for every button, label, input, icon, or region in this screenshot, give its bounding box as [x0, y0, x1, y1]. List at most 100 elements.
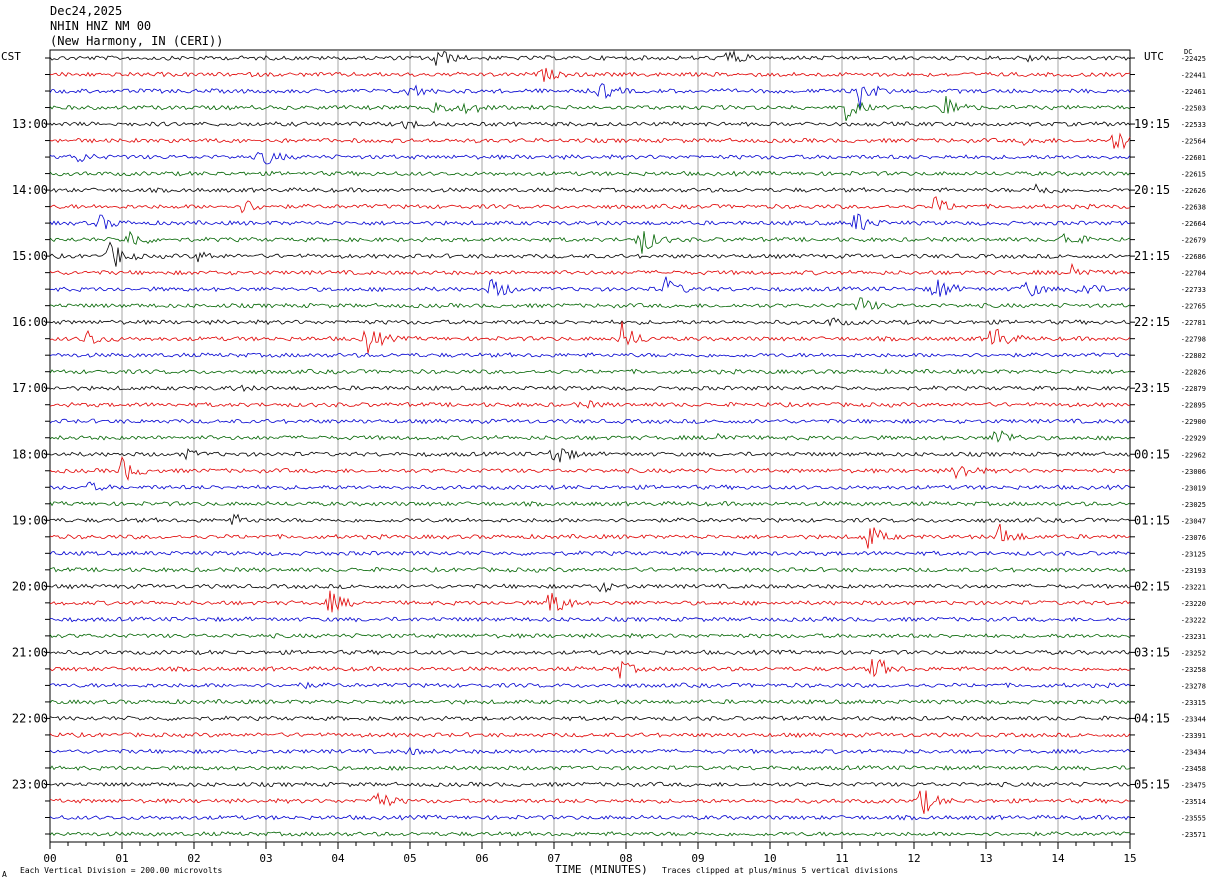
trace-line: [49, 170, 1131, 177]
trace-line: [49, 830, 1131, 837]
right-hour-label: 03:15: [1134, 645, 1170, 659]
trace-line: [49, 746, 1131, 756]
trace-line: [49, 658, 1131, 679]
left-hour-label: 18:00: [12, 447, 48, 461]
trace-line: [49, 276, 1131, 297]
dc-offset-label: -22826: [1181, 369, 1206, 377]
trace-line: [49, 384, 1131, 392]
dc-offset-label: -23434: [1181, 748, 1206, 756]
trace-line: [49, 513, 1131, 525]
dc-offset-label: -23222: [1181, 616, 1206, 624]
trace-line: [49, 814, 1131, 821]
dc-offset-label: -23220: [1181, 600, 1206, 608]
trace-line: [49, 321, 1131, 354]
right-hour-label: 02:15: [1134, 579, 1170, 593]
dc-offset-label: -23571: [1181, 831, 1206, 839]
left-hour-label: 21:00: [12, 645, 48, 659]
trace-line: [49, 213, 1131, 231]
dc-offset-header: DC: [1184, 48, 1193, 56]
trace-line: [49, 230, 1131, 254]
trace-line: [49, 297, 1131, 311]
trace-line: [49, 649, 1131, 656]
dc-offset-label: -22425: [1181, 55, 1206, 63]
x-tick-label: 14: [1051, 852, 1065, 865]
dc-offset-label: -23514: [1181, 798, 1206, 806]
trace-line: [49, 67, 1131, 82]
right-hour-label: 19:15: [1134, 117, 1170, 131]
right-hour-label: 05:15: [1134, 777, 1170, 791]
x-tick-label: 12: [907, 852, 920, 865]
dc-offset-label: -22615: [1181, 171, 1206, 179]
x-tick-label: 13: [979, 852, 992, 865]
dc-offset-label: -23555: [1181, 814, 1206, 822]
trace-line: [49, 196, 1131, 214]
right-hour-label: 21:15: [1134, 249, 1170, 263]
dc-offset-label: -23344: [1181, 715, 1206, 723]
trace-line: [49, 731, 1131, 738]
trace-line: [49, 96, 1131, 122]
trace-line: [49, 317, 1131, 327]
dc-offset-label: -23221: [1181, 583, 1206, 591]
trace-line: [49, 765, 1131, 772]
dc-offset-label: -23391: [1181, 732, 1206, 740]
trace-line: [49, 566, 1131, 573]
trace-line: [49, 681, 1131, 690]
trace-line: [49, 448, 1131, 463]
trace-line: [49, 352, 1131, 358]
dc-offset-label: -22900: [1181, 418, 1206, 426]
right-hour-label: 00:15: [1134, 447, 1170, 461]
dc-offset-label: -22879: [1181, 385, 1206, 393]
x-tick-label: 04: [331, 852, 345, 865]
left-hour-label: 15:00: [12, 249, 48, 263]
trace-line: [49, 790, 1131, 814]
left-timezone-label: CST: [1, 50, 21, 63]
x-tick-label: 15: [1123, 852, 1136, 865]
dc-offset-label: -22601: [1181, 154, 1206, 162]
dc-offset-label: -22679: [1181, 237, 1206, 245]
x-tick-label: 10: [763, 852, 776, 865]
dc-offset-label: -22929: [1181, 435, 1206, 443]
dc-offset-label: -22686: [1181, 253, 1206, 261]
x-tick-label: 00: [43, 852, 56, 865]
trace-line: [49, 550, 1131, 557]
dc-offset-label: -22638: [1181, 204, 1206, 212]
left-hour-label: 16:00: [12, 315, 48, 329]
dc-offset-label: -22704: [1181, 270, 1206, 278]
dc-offset-label: -22962: [1181, 451, 1206, 459]
dc-offset-label: -23076: [1181, 534, 1206, 542]
x-tick-label: 06: [475, 852, 488, 865]
trace-line: [49, 590, 1131, 613]
left-hour-label: 17:00: [12, 381, 48, 395]
dc-offset-label: -23231: [1181, 633, 1206, 641]
x-tick-label: 02: [187, 852, 200, 865]
dc-offset-label: -22765: [1181, 303, 1206, 311]
trace-line: [49, 698, 1131, 705]
x-tick-label: 08: [619, 852, 632, 865]
trace-line: [49, 430, 1131, 443]
dc-offset-label: -22895: [1181, 402, 1206, 410]
trace-line: [49, 400, 1130, 409]
x-tick-label: 01: [115, 852, 128, 865]
x-tick-label: 07: [547, 852, 560, 865]
dc-offset-label: -22503: [1181, 105, 1206, 113]
dc-offset-label: -22781: [1181, 319, 1206, 327]
trace-line: [49, 523, 1131, 549]
dc-offset-label: -22802: [1181, 352, 1206, 360]
right-hour-label: 20:15: [1134, 183, 1170, 197]
x-tick-label: 09: [691, 852, 704, 865]
left-hour-label: 19:00: [12, 513, 48, 527]
date-label: Dec24,2025: [50, 4, 123, 18]
clip-note: Traces clipped at plus/minus 5 vertical …: [662, 866, 899, 875]
station-label: NHIN HNZ NM 00: [50, 19, 152, 33]
dc-offset-label: -23019: [1181, 484, 1206, 492]
plot-frame: [49, 49, 1131, 843]
dc-offset-label: -23315: [1181, 699, 1206, 707]
dc-offset-label: -22564: [1181, 138, 1206, 146]
trace-line: [49, 715, 1131, 722]
dc-offset-label: -22533: [1181, 121, 1206, 129]
dc-offset-label: -22798: [1181, 336, 1206, 344]
trace-line: [49, 418, 1131, 425]
right-hour-label: 22:15: [1134, 315, 1170, 329]
left-hour-label: 14:00: [12, 183, 48, 197]
